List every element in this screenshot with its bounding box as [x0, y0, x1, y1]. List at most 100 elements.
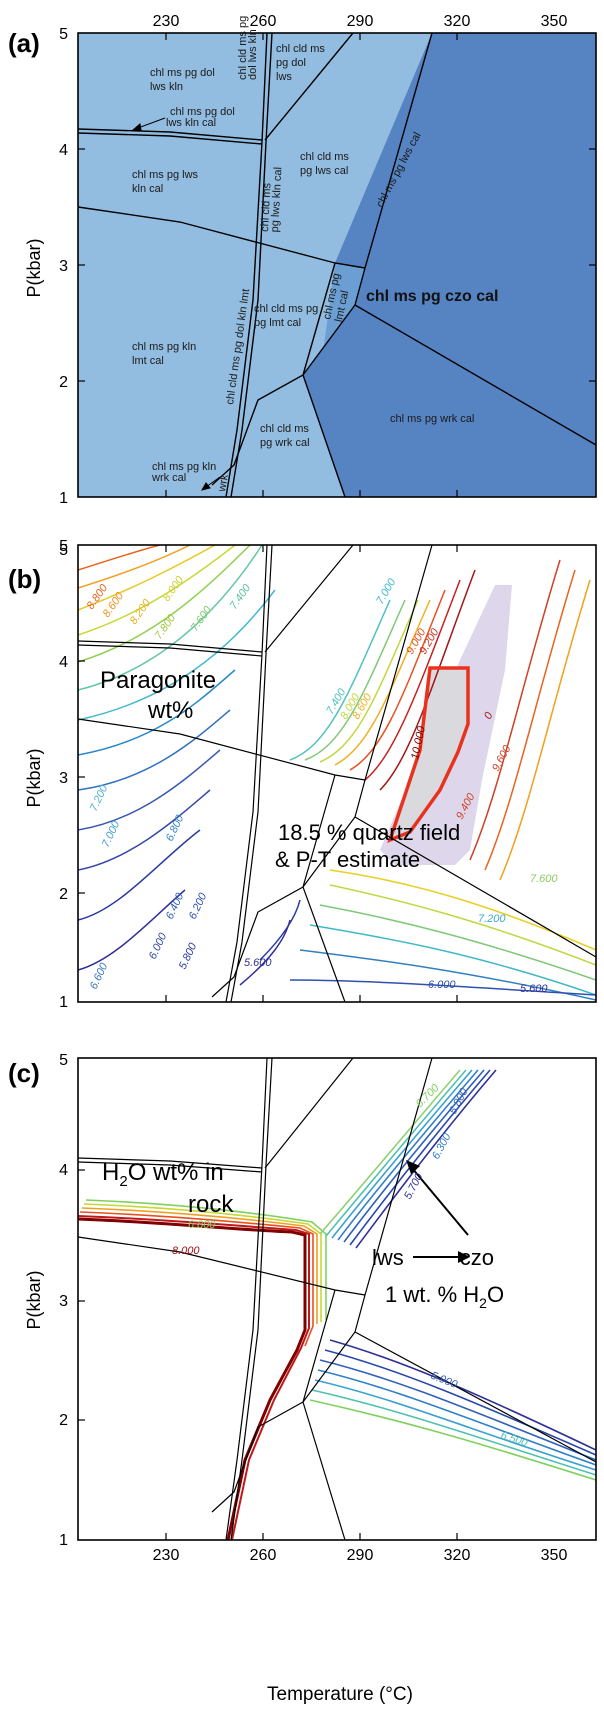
y-tick-label: 2 — [59, 1412, 68, 1429]
contour-label: 5.600 — [244, 957, 272, 969]
dehydration-annotation: lws czo 1 wt. % H2O — [372, 1160, 504, 1311]
quartz-annotation: 18.5 % quartz field & P-T estimate — [275, 820, 460, 872]
bottom-tick-labels: 230 260 290 320 350 — [153, 1547, 568, 1564]
field-label: chl cld ms pg wrk cal — [260, 423, 310, 449]
panel-c: (c) 5 4 3 2 1 P(kbar) — [8, 1052, 597, 1705]
y-axis-label: P(kbar) — [24, 238, 44, 297]
field-label: chl ms pg lws kln cal — [132, 169, 199, 195]
y-tick-label: 5 — [59, 538, 68, 555]
contour-label: 7.000 — [374, 576, 399, 607]
field-label: chl ms pg dol lws kln cal — [166, 106, 235, 129]
estimate-region — [390, 668, 468, 840]
contour-label: 6.800 — [164, 812, 187, 843]
annotation-text: lws czo — [372, 1245, 494, 1270]
y-tick-label: 2 — [59, 374, 68, 391]
phase-boundaries-c — [77, 1057, 597, 1541]
y-axis-label: P(kbar) — [24, 1270, 44, 1329]
x-tick-label: 230 — [153, 1547, 180, 1564]
x-tick-label: 320 — [444, 13, 471, 30]
x-tick-label: 260 — [250, 13, 277, 30]
tick-marks — [78, 545, 458, 1002]
field-label: chl ms pg dol lws kln — [150, 67, 215, 93]
pointer-arrowhead — [406, 1160, 420, 1174]
panel-c-title: H2O wt% in rock — [102, 1159, 234, 1218]
tick-marks — [78, 1169, 458, 1540]
contour-label: 8.000 — [172, 1245, 200, 1257]
contour-label: 5.600 — [520, 983, 548, 995]
y-axis-label: P(kbar) — [24, 748, 44, 807]
y-tick-label: 4 — [59, 1162, 68, 1179]
estimate-box — [387, 666, 470, 844]
frame — [77, 1057, 597, 1541]
y-tick-label: 3 — [59, 258, 68, 275]
left-tick-labels: 5 5 — [59, 542, 68, 559]
contour-label: 9.600 — [490, 743, 514, 774]
x-axis-label: Temperature (°C) — [267, 1684, 413, 1705]
pointer-arrow — [411, 1167, 469, 1236]
y-tick-label: 3 — [59, 1293, 68, 1310]
reaction-arrowhead — [458, 1251, 470, 1263]
contour-label: 8.200 — [128, 597, 154, 627]
y-tick-label: 5 — [59, 542, 68, 559]
y-tick-label: 5 — [59, 1052, 68, 1069]
contour-label: 8.000 — [161, 574, 187, 604]
contour-label: 5.800 — [177, 940, 200, 971]
field-label: chl ms pg kln wrk cal — [151, 461, 216, 484]
y-tick-label: 4 — [59, 142, 68, 159]
phase-boundaries — [77, 32, 597, 498]
panel-c-label: (c) — [8, 1058, 40, 1088]
x-tick-label: 230 — [153, 13, 180, 30]
contour-label: 6.000 — [147, 930, 170, 961]
annotation-text: 1 wt. % H2O — [385, 1282, 504, 1311]
field-label-large: chl ms pg czo cal — [366, 288, 498, 305]
x-tick-label: 260 — [250, 1547, 277, 1564]
x-tick-label: 350 — [541, 1547, 568, 1564]
x-tick-label: 320 — [444, 1547, 471, 1564]
contour-label: 0 — [482, 710, 496, 722]
top-tick-labels: 230 260 290 320 350 — [153, 13, 568, 30]
panel-a: (a) 230 260 290 320 350 5 4 3 2 1 P(kbar… — [8, 13, 597, 507]
panel-a-label: (a) — [8, 28, 40, 58]
contour-label: 7.200 — [478, 913, 506, 925]
field-label: wrk — [216, 473, 231, 493]
contours-b — [78, 545, 596, 1001]
leader-arrows — [131, 117, 221, 491]
y-tick-label: 1 — [59, 1532, 68, 1549]
contour-label: 7.600 — [189, 604, 215, 634]
panel-b-label: (b) — [8, 564, 41, 594]
contour-label: 5.900 — [429, 1370, 460, 1392]
left-tick-labels: 5 4 3 2 1 — [59, 538, 68, 1011]
contour-label: 7.000 — [100, 818, 123, 849]
contour-label: 6.000 — [428, 979, 456, 991]
y-tick-label: 5 — [59, 26, 68, 43]
phase-boundaries-b — [77, 544, 597, 1003]
field-label: chl cld mspg lws kln cal — [259, 166, 284, 232]
contour-label: 5.700 — [402, 1171, 426, 1202]
phase-field-areas — [78, 33, 596, 497]
y-tick-label: 2 — [59, 886, 68, 903]
field-label: chl ms pg wrk cal — [390, 413, 474, 425]
contours-c — [78, 1069, 596, 1540]
y-tick-label: 3 — [59, 770, 68, 787]
field-label: chl cld ms pgdol lws kln — [237, 16, 259, 80]
field-labels: chl ms pg dol lws kln chl ms pg dol lws kl… — [132, 16, 498, 494]
panel-b: (b) 5 5 5 5 5 5 5 — [8, 542, 68, 594]
field-label: chl cld ms pg dol lws — [276, 43, 325, 83]
contour-label: 7.800 — [153, 612, 179, 642]
y-tick-label: 1 — [59, 490, 68, 507]
panel-b-plot: 5 4 3 2 1 P(kbar) — [24, 538, 597, 1011]
frame — [77, 544, 597, 1003]
x-tick-label: 290 — [347, 13, 374, 30]
tick-marks — [78, 33, 596, 497]
y-tick-label: 4 — [59, 654, 68, 671]
field-label: chl cld ms pg lws cal — [300, 151, 349, 177]
contour-label: 6.200 — [187, 890, 210, 921]
contour-label: 7.600 — [530, 873, 558, 885]
field-label: chl cld ms pg pg lmt cal — [254, 303, 318, 329]
panel-b-title: Paragonite wt% — [100, 667, 216, 724]
x-tick-label: 350 — [541, 13, 568, 30]
contour-label: 6.800 — [188, 1219, 216, 1231]
y-tick-label: 1 — [59, 994, 68, 1011]
dark-field-lower — [303, 305, 596, 497]
left-tick-labels: 5 4 3 2 1 — [59, 1052, 68, 1549]
